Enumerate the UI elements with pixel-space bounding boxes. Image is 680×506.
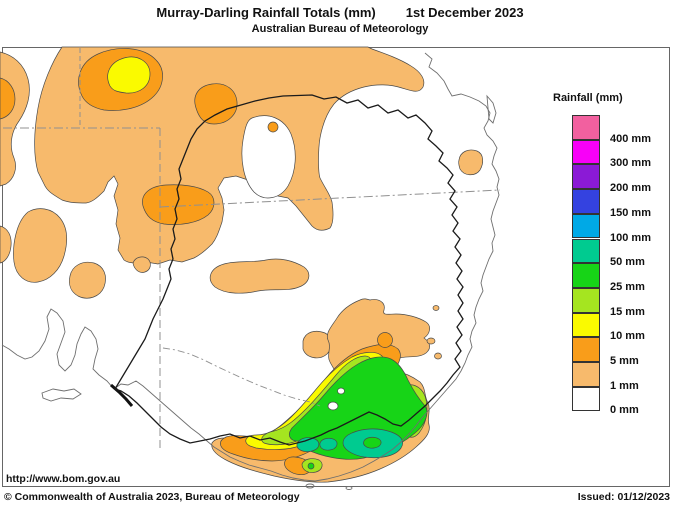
island-fraser	[486, 94, 497, 124]
legend-swatch-25	[572, 263, 600, 288]
legend-swatch-1	[572, 362, 600, 387]
rain-core-west	[0, 77, 16, 120]
legend-label-0: 0 mm	[610, 404, 639, 417]
rainfall-shading	[0, 46, 484, 483]
legend-title: Rainfall (mm)	[553, 92, 623, 104]
island-kangaroo	[41, 388, 82, 402]
map-title: Murray-Darling Rainfall Totals (mm)	[156, 5, 376, 20]
rain-patch-west	[0, 225, 12, 264]
basin-boundary	[114, 94, 464, 446]
map-date: 1st December 2023	[405, 5, 524, 20]
state-borders	[3, 48, 501, 452]
legend-swatch-200	[572, 164, 600, 190]
legend-label-50: 50 mm	[610, 256, 645, 269]
rain-patch-west	[69, 261, 106, 299]
rain-speck	[434, 352, 442, 360]
legend-swatch-50	[572, 238, 600, 264]
legend-swatch-10	[572, 312, 600, 338]
rain-core-10mm	[107, 56, 151, 94]
legend-label-15: 15 mm	[610, 305, 645, 318]
island-small	[345, 486, 353, 490]
footer-url: http://www.bom.gov.au	[6, 473, 121, 485]
dry-notch	[241, 115, 296, 199]
island-small	[305, 483, 315, 489]
coastline	[1, 52, 500, 490]
copyright-text: © Commonwealth of Australia 2023, Bureau…	[4, 491, 300, 503]
dry-hole	[337, 387, 345, 395]
rain-speck	[426, 337, 436, 345]
rain-core-50mm	[319, 437, 338, 451]
legend-label-1: 1 mm	[610, 379, 639, 392]
legend-swatch-100	[572, 213, 600, 239]
legend-label-200: 200 mm	[610, 182, 651, 195]
rain-core-5mm	[194, 83, 238, 125]
map-subtitle: Australian Bureau of Meteorology	[251, 23, 429, 35]
legend-label-100: 100 mm	[610, 231, 651, 244]
border-qld-nsw	[159, 189, 501, 208]
rain-patch-central	[209, 258, 310, 294]
legend-label-150: 150 mm	[610, 206, 651, 219]
rain-dot-5mm	[377, 332, 393, 348]
issued-date: Issued: 01/12/2023	[577, 491, 670, 503]
rain-patch-small	[132, 256, 151, 273]
rain-speck	[432, 305, 440, 311]
rain-patch-west	[13, 208, 67, 283]
rain-dot-25mm	[363, 436, 382, 449]
border-nsw-vic-murray	[162, 347, 321, 407]
legend-swatch-15	[572, 287, 600, 313]
legend-label-5: 5 mm	[610, 355, 639, 367]
rain-patch-west	[0, 51, 30, 187]
dry-hole	[327, 401, 339, 411]
legend-swatch-400	[572, 115, 600, 140]
coastline-east-south	[1, 52, 500, 482]
legend-label-25: 25 mm	[610, 280, 645, 293]
legend-label-300: 300 mm	[610, 157, 651, 170]
rain-patch-east	[458, 149, 484, 176]
legend-swatch-300	[572, 139, 600, 165]
legend-label-400: 400 mm	[610, 132, 651, 145]
legend-swatch-150	[572, 189, 600, 214]
legend-swatch-5	[572, 337, 600, 362]
page-title: Murray-Darling Rainfall Totals (mm) 1st D…	[0, 5, 680, 20]
rain-dot-5mm	[267, 121, 279, 133]
legend-label-10: 10 mm	[610, 330, 645, 343]
rain-dot-25mm	[307, 462, 315, 470]
legend-swatch-0	[572, 386, 600, 412]
